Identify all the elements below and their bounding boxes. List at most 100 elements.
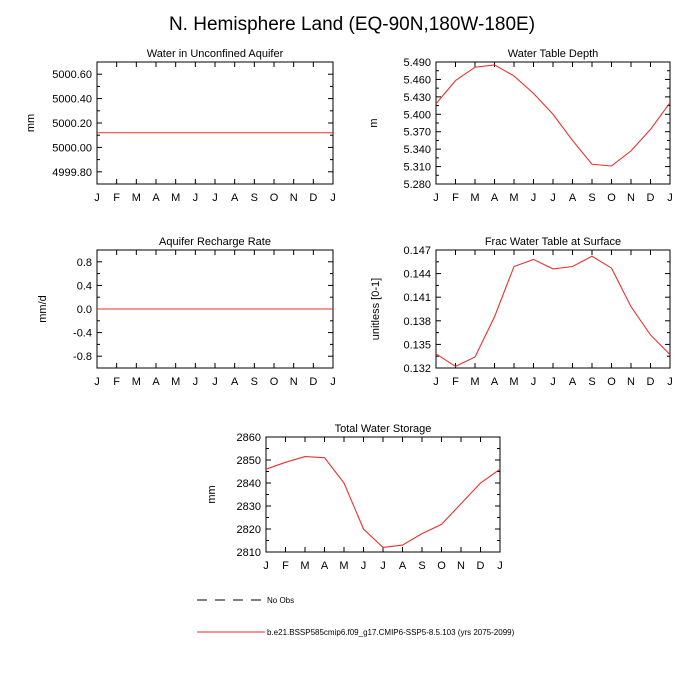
chart-total-water-storage-title: Total Water Storage [335, 423, 432, 435]
chart-total-water-storage-month-label: O [437, 560, 446, 572]
chart-frac-water-table-surface-ytick-label: 0.141 [403, 292, 431, 304]
chart-total-water-storage-month-label: J [263, 560, 269, 572]
chart-water-unconfined-aquifer-ytick-label: 5000.20 [52, 118, 92, 130]
chart-frac-water-table-surface-ytick-label: 0.138 [403, 316, 431, 328]
chart-water-unconfined-aquifer-ytick-label: 4999.80 [52, 167, 92, 179]
chart-frac-water-table-surface-ytick-label: 0.144 [403, 269, 431, 281]
chart-frac-water-table-surface-ytick-label: 0.132 [403, 363, 431, 375]
chart-aquifer-recharge-rate-ytick-label: 0.8 [77, 257, 92, 269]
chart-total-water-storage-month-label: S [418, 560, 425, 572]
chart-water-unconfined-aquifer-y-axis: 4999.80 5000.00 5000.20 5000.40 5000.60 [52, 69, 333, 179]
chart-total-water-storage-month-label: D [477, 560, 485, 572]
chart-total-water-storage-month-label: N [457, 560, 465, 572]
chart-frac-water-table-surface-y-axis: 0.132 0.135 0.138 0.141 0.144 0.147 [403, 245, 670, 375]
chart-water-table-depth-frame [435, 61, 671, 185]
chart-aquifer-recharge-rate-ylabel: mm/d [37, 295, 49, 323]
chart-total-water-storage-y-axis: 2810 2820 2830 2840 2850 2860 [237, 432, 500, 559]
chart-aquifer-recharge-rate-month-label: A [231, 376, 239, 388]
chart-total-water-storage-month-label: J [361, 560, 367, 572]
chart-water-table-depth-title: Water Table Depth [508, 48, 599, 60]
chart-frac-water-table-surface: Frac Water Table at Surface0.1320.1350.1… [370, 236, 673, 388]
chart-frac-water-table-surface-month-label: J [667, 376, 673, 388]
chart-frac-water-table-surface-month-label: J [433, 376, 439, 388]
chart-total-water-storage-frame [265, 436, 501, 553]
chart-water-unconfined-aquifer-ytick-label: 5000.60 [52, 69, 92, 81]
chart-water-unconfined-aquifer-month-label: J [193, 192, 199, 204]
chart-water-table-depth-ytick-label: 5.400 [403, 109, 431, 121]
chart-water-unconfined-aquifer-month-label: M [171, 192, 180, 204]
chart-water-unconfined-aquifer-month-label: J [94, 192, 100, 204]
chart-aquifer-recharge-rate-y-axis: -0.8 -0.4 0.0 0.4 0.8 [73, 257, 333, 363]
chart-water-table-depth-month-label: D [647, 192, 655, 204]
chart-water-table-depth-ylabel: m [368, 118, 380, 127]
chart-water-unconfined-aquifer-month-label: A [231, 192, 239, 204]
chart-frac-water-table-surface-month-label: S [588, 376, 595, 388]
chart-frac-water-table-surface-series-line [435, 255, 671, 368]
chart-total-water-storage-month-label: M [339, 560, 348, 572]
chart-water-unconfined-aquifer-month-label: M [132, 192, 141, 204]
chart-water-unconfined-aquifer-ytick-label: 5000.00 [52, 142, 92, 154]
chart-water-unconfined-aquifer-month-label: F [113, 192, 120, 204]
chart-frac-water-table-surface-title: Frac Water Table at Surface [485, 236, 621, 248]
chart-water-table-depth-ytick-label: 5.490 [403, 57, 431, 69]
chart-total-water-storage: Total Water Storage281028202830284028502… [206, 423, 503, 572]
chart-water-table-depth-month-label: F [452, 192, 459, 204]
chart-water-table-depth-month-label: M [470, 192, 479, 204]
chart-water-table-depth-y-axis: 5.280 5.310 5.340 5.370 5.400 5.430 5.460 5.490 [403, 57, 670, 191]
chart-water-table-depth-month-label: A [491, 192, 499, 204]
chart-frac-water-table-surface-ytick-label: 0.147 [403, 245, 431, 257]
chart-total-water-storage-ylabel: mm [206, 485, 218, 503]
chart-aquifer-recharge-rate-ytick-label: -0.4 [73, 328, 92, 340]
chart-water-table-depth-month-label: J [433, 192, 439, 204]
chart-aquifer-recharge-rate-month-label: M [171, 376, 180, 388]
chart-total-water-storage-month-label: A [321, 560, 329, 572]
chart-total-water-storage-ytick-label: 2820 [237, 524, 261, 536]
chart-frac-water-table-surface-month-label: J [531, 376, 537, 388]
chart-total-water-storage-month-label: A [399, 560, 407, 572]
chart-water-table-depth-month-label: O [607, 192, 616, 204]
legend-obs-label: No Obs [267, 596, 294, 605]
chart-frac-water-table-surface-ytick-label: 0.135 [403, 339, 431, 351]
chart-aquifer-recharge-rate-ytick-label: 0.0 [77, 304, 92, 316]
chart-aquifer-recharge-rate-ytick-label: -0.8 [73, 351, 92, 363]
chart-water-table-depth-ytick-label: 5.460 [403, 74, 431, 86]
chart-water-table-depth-month-label: M [509, 192, 518, 204]
chart-aquifer-recharge-rate-month-label: D [309, 376, 317, 388]
chart-water-table-depth-month-label: N [627, 192, 635, 204]
chart-water-table-depth-month-label: J [667, 192, 673, 204]
chart-aquifer-recharge-rate: Aquifer Recharge Rate -0.8 -0.4 0.0 0.4 0.8 mm… [37, 236, 336, 388]
chart-total-water-storage-month-label: M [300, 560, 309, 572]
chart-aquifer-recharge-rate-month-label: J [212, 376, 218, 388]
chart-aquifer-recharge-rate-month-label: F [113, 376, 120, 388]
chart-water-table-depth-month-label: J [531, 192, 537, 204]
chart-water-table-depth-ytick-label: 5.340 [403, 144, 431, 156]
chart-frac-water-table-surface-month-label: N [627, 376, 635, 388]
chart-water-table-depth-ytick-label: 5.280 [403, 179, 431, 191]
chart-aquifer-recharge-rate-month-label: M [132, 376, 141, 388]
chart-total-water-storage-ytick-label: 2830 [237, 501, 261, 513]
chart-water-unconfined-aquifer-month-label: N [290, 192, 298, 204]
chart-frac-water-table-surface-month-label: M [509, 376, 518, 388]
chart-total-water-storage-month-label: F [282, 560, 289, 572]
chart-water-table-depth-ytick-label: 5.310 [403, 162, 431, 174]
chart-frac-water-table-surface-ylabel: unitless [0-1] [370, 278, 382, 340]
chart-frac-water-table-surface-month-label: M [470, 376, 479, 388]
chart-aquifer-recharge-rate-month-label: N [290, 376, 298, 388]
chart-total-water-storage-series-line [265, 455, 501, 548]
chart-aquifer-recharge-rate-ytick-label: 0.4 [77, 280, 92, 292]
chart-frac-water-table-surface-month-label: A [491, 376, 499, 388]
chart-water-table-depth-ytick-label: 5.430 [403, 92, 431, 104]
chart-water-unconfined-aquifer-month-label: D [309, 192, 317, 204]
chart-aquifer-recharge-rate-title: Aquifer Recharge Rate [159, 236, 271, 248]
chart-water-table-depth: Water Table Depth 5.280 5.310 5.340 5.370 5.4… [368, 48, 673, 204]
chart-total-water-storage-ytick-label: 2860 [237, 432, 261, 444]
chart-water-table-depth-series-line [435, 64, 671, 167]
chart-aquifer-recharge-rate-month-label: J [94, 376, 100, 388]
chart-water-unconfined-aquifer: Water in Unconfined Aquifer 4999.80 5000.0… [25, 48, 336, 204]
